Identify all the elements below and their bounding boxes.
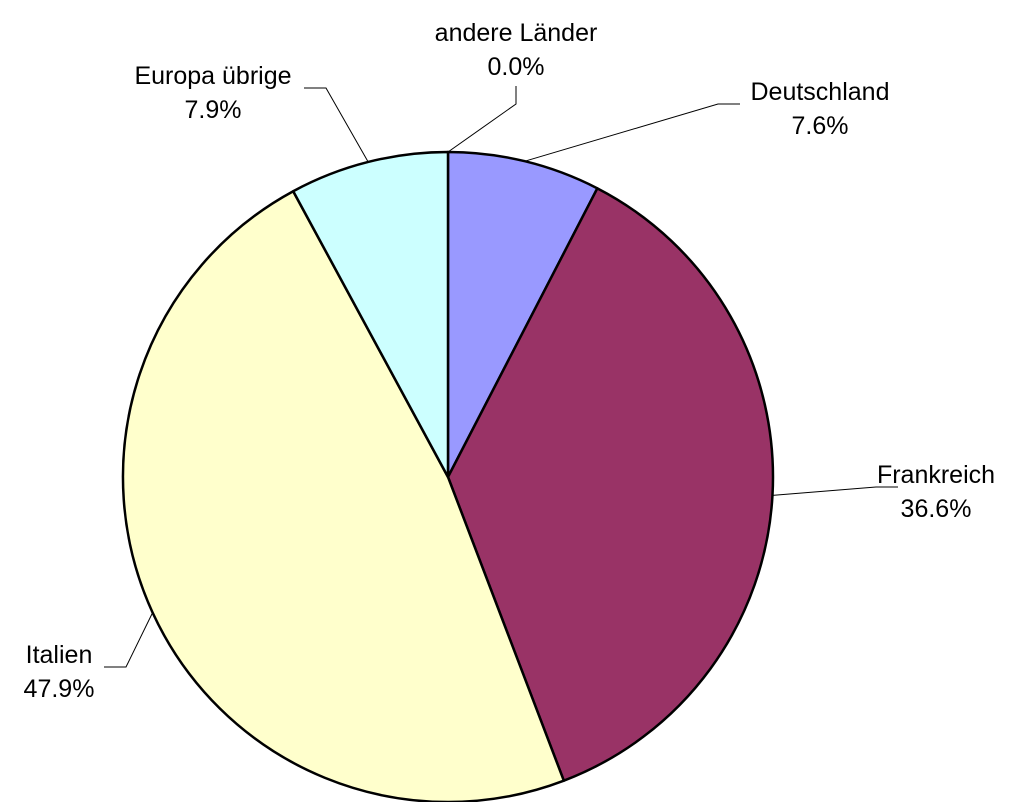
- leader-lines: [104, 86, 898, 668]
- leader-line-deutschland: [524, 103, 740, 162]
- slice-value-andere-lander: 0.0%: [488, 53, 545, 81]
- slice-labels: Deutschland 7.6% Frankreich 36.6% Italien 47.…: [24, 19, 995, 703]
- slice-label-italien: Italien: [26, 641, 93, 669]
- leader-line-europa-ubrige: [304, 87, 369, 163]
- pie-slice-europa-ubrige: [291, 150, 450, 479]
- pie-slices: [121, 150, 775, 802]
- slice-label-andere-lander: andere Länder: [435, 19, 598, 47]
- slice-label-frankreich: Frankreich: [877, 461, 995, 489]
- pie-slice-deutschland: [446, 150, 599, 479]
- pie-slice-frankreich: [446, 187, 775, 782]
- slice-value-europa-ubrige: 7.9%: [185, 96, 242, 124]
- slice-value-italien: 47.9%: [24, 675, 95, 703]
- slice-value-deutschland: 7.6%: [792, 112, 849, 140]
- slice-label-europa-ubrige: Europa übrige: [134, 62, 291, 90]
- leader-line-frankreich: [772, 486, 898, 496]
- slice-value-frankreich: 36.6%: [901, 495, 972, 523]
- leader-line-andere-lander: [447, 86, 517, 153]
- leader-line-italien: [104, 612, 154, 668]
- slice-label-deutschland: Deutschland: [751, 78, 890, 106]
